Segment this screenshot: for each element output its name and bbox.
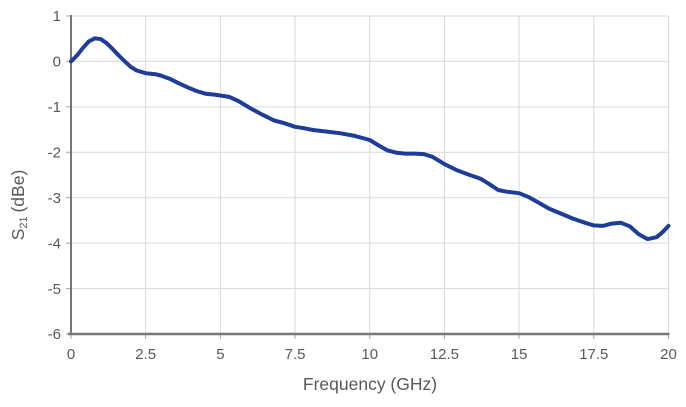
x-tick-label: 10	[361, 346, 378, 363]
y-tick-label: -5	[48, 281, 61, 298]
y-axis-title-subscript: 21	[18, 216, 31, 229]
x-tick-label: 12.5	[430, 346, 459, 363]
y-tick-label: 0	[53, 54, 61, 71]
x-tick-label: 2.5	[135, 346, 156, 363]
y-tick-label: 1	[53, 8, 61, 25]
x-tick-label: 17.5	[579, 346, 608, 363]
y-tick-label: -2	[48, 144, 61, 161]
series-line	[69, 36, 671, 242]
x-tick-label: 15	[511, 346, 528, 363]
y-tick-label: -4	[48, 235, 61, 252]
y-axis-title-base: S	[8, 228, 28, 241]
y-tick-label: -3	[48, 190, 61, 207]
y-axis-title: S21 (dBe)	[6, 115, 30, 295]
x-tick-label: 20	[660, 346, 677, 363]
y-tick-label: -6	[48, 326, 61, 343]
x-axis-title: Frequency (GHz)	[302, 374, 438, 394]
y-tick-label: -1	[48, 99, 61, 116]
x-tick-label: 7.5	[285, 346, 306, 363]
y-axis-title-unit: (dBe)	[8, 169, 28, 213]
x-tick-label: 0	[67, 346, 75, 363]
x-tick-label: 5	[216, 346, 224, 363]
